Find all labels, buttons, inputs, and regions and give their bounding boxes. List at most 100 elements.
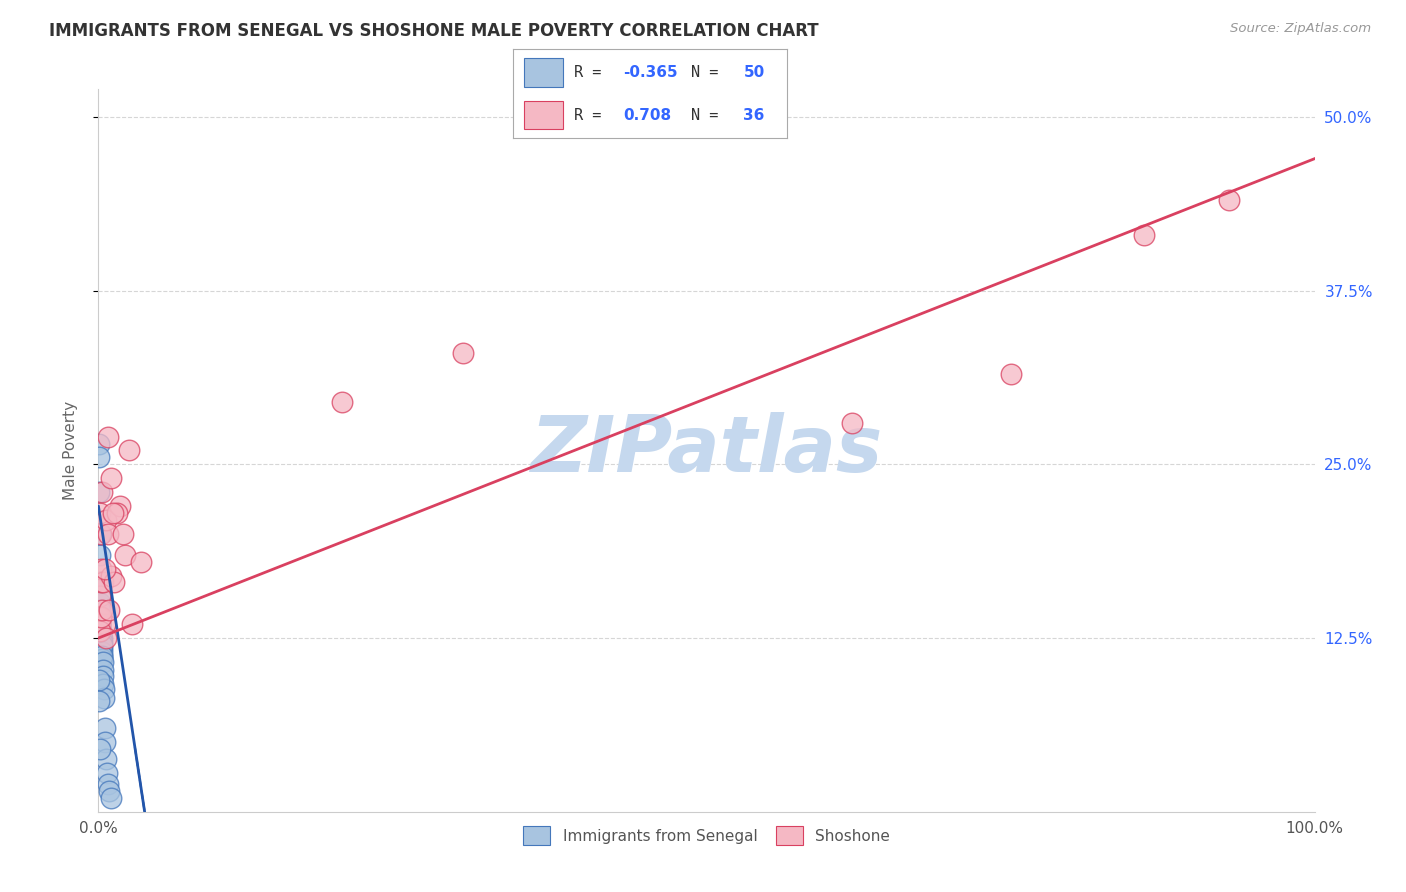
Point bbox=[93, 682, 115, 697]
Text: N =: N = bbox=[692, 108, 728, 122]
Point bbox=[1000, 367, 1022, 381]
Point bbox=[841, 416, 863, 430]
Point bbox=[94, 735, 117, 749]
Y-axis label: Male Poverty: Male Poverty bbox=[63, 401, 77, 500]
Point bbox=[110, 499, 132, 513]
Point bbox=[1218, 194, 1240, 208]
Point bbox=[90, 640, 112, 655]
Text: N =: N = bbox=[692, 65, 728, 79]
Point bbox=[90, 649, 112, 664]
Point bbox=[100, 790, 122, 805]
Point bbox=[98, 784, 121, 798]
Point bbox=[97, 777, 120, 791]
Point bbox=[93, 561, 115, 575]
Point bbox=[89, 548, 111, 562]
Point bbox=[89, 742, 111, 756]
Point bbox=[90, 631, 112, 645]
Point bbox=[89, 617, 111, 632]
Point bbox=[89, 506, 111, 520]
Point bbox=[89, 485, 111, 500]
Point bbox=[91, 668, 114, 682]
Point bbox=[90, 624, 112, 639]
Text: IMMIGRANTS FROM SENEGAL VS SHOSHONE MALE POVERTY CORRELATION CHART: IMMIGRANTS FROM SENEGAL VS SHOSHONE MALE… bbox=[49, 22, 818, 40]
Point bbox=[89, 436, 111, 450]
Point bbox=[90, 645, 112, 659]
Point bbox=[330, 394, 353, 409]
Point bbox=[89, 624, 111, 639]
Point bbox=[118, 443, 141, 458]
Point bbox=[90, 624, 112, 639]
Point bbox=[89, 610, 111, 624]
Point bbox=[91, 603, 114, 617]
Point bbox=[94, 752, 117, 766]
Point bbox=[90, 526, 112, 541]
Point bbox=[89, 693, 111, 707]
Point bbox=[103, 575, 125, 590]
Point bbox=[91, 649, 114, 664]
Point bbox=[129, 555, 152, 569]
Text: R =: R = bbox=[574, 108, 610, 122]
Point bbox=[94, 513, 117, 527]
Point bbox=[89, 673, 111, 687]
Point bbox=[90, 575, 112, 590]
Bar bbox=[524, 101, 562, 129]
Text: 0.708: 0.708 bbox=[623, 108, 671, 122]
Point bbox=[91, 652, 114, 666]
Point bbox=[89, 617, 111, 632]
Point bbox=[90, 610, 112, 624]
Point bbox=[97, 429, 120, 443]
Point bbox=[453, 346, 475, 360]
Point bbox=[89, 575, 111, 590]
Text: R =: R = bbox=[574, 65, 610, 79]
Point bbox=[89, 596, 111, 610]
Point bbox=[98, 603, 121, 617]
Point bbox=[93, 617, 115, 632]
Point bbox=[91, 663, 114, 677]
Point bbox=[96, 765, 118, 780]
Point bbox=[89, 526, 111, 541]
Text: ZIPatlas: ZIPatlas bbox=[530, 412, 883, 489]
Point bbox=[90, 561, 112, 575]
Point bbox=[90, 631, 112, 645]
Point bbox=[90, 610, 112, 624]
Point bbox=[111, 526, 134, 541]
Point bbox=[100, 471, 122, 485]
Point bbox=[100, 568, 122, 582]
Point bbox=[93, 722, 115, 736]
Point bbox=[90, 645, 112, 659]
Point bbox=[90, 635, 112, 649]
Text: 36: 36 bbox=[744, 108, 765, 122]
Bar bbox=[524, 58, 562, 87]
Point bbox=[89, 590, 111, 604]
Point bbox=[90, 631, 112, 645]
Point bbox=[97, 526, 120, 541]
Point bbox=[89, 450, 111, 465]
Point bbox=[90, 627, 112, 641]
Text: 50: 50 bbox=[744, 65, 765, 79]
Point bbox=[91, 575, 114, 590]
Point bbox=[105, 506, 128, 520]
Point bbox=[91, 638, 114, 652]
Point bbox=[90, 638, 112, 652]
Point bbox=[89, 617, 111, 632]
Text: -0.365: -0.365 bbox=[623, 65, 678, 79]
Point bbox=[89, 526, 111, 541]
Legend: Immigrants from Senegal, Shoshone: Immigrants from Senegal, Shoshone bbox=[516, 820, 897, 851]
Point bbox=[114, 548, 136, 562]
Point bbox=[91, 655, 114, 669]
Point bbox=[121, 617, 143, 632]
Point bbox=[89, 603, 111, 617]
Point bbox=[89, 575, 111, 590]
Text: Source: ZipAtlas.com: Source: ZipAtlas.com bbox=[1230, 22, 1371, 36]
Point bbox=[90, 640, 112, 655]
Point bbox=[90, 652, 112, 666]
Point bbox=[1133, 228, 1156, 243]
Point bbox=[89, 610, 111, 624]
Point bbox=[90, 645, 112, 659]
Point bbox=[101, 506, 124, 520]
Point bbox=[93, 690, 115, 705]
Point bbox=[89, 590, 111, 604]
Point bbox=[94, 631, 117, 645]
Point bbox=[91, 485, 114, 500]
Point bbox=[91, 677, 114, 691]
